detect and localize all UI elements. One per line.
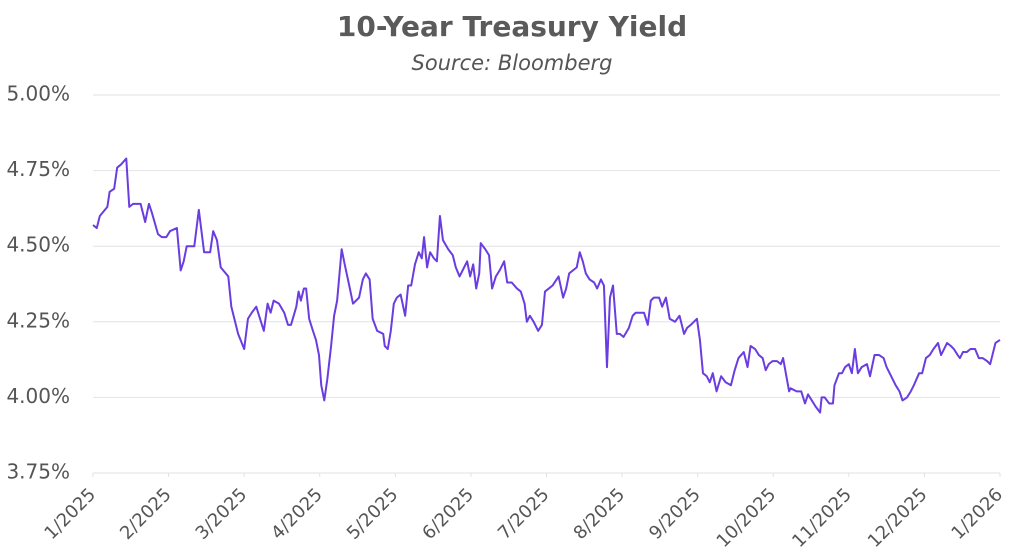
- x-tick-label: 7/2025: [494, 484, 554, 544]
- y-tick-label: 4.25%: [6, 308, 70, 332]
- x-tick-label: 8/2025: [570, 484, 630, 544]
- y-tick-label: 4.00%: [6, 384, 70, 408]
- x-tick-label: 10/2025: [713, 484, 781, 552]
- chart-subtitle: Source: Bloomberg: [412, 51, 613, 75]
- x-tick-label: 12/2025: [864, 484, 932, 552]
- x-tick-label: 11/2025: [788, 484, 856, 552]
- y-tick-label: 3.75%: [6, 460, 70, 484]
- x-tick-label: 3/2025: [192, 484, 252, 544]
- x-tick-label: 5/2025: [343, 484, 403, 544]
- x-tick-label: 2/2025: [116, 484, 176, 544]
- x-tick-label: 4/2025: [267, 484, 327, 544]
- x-tick-label: 1/2025: [40, 484, 100, 544]
- yield-line: [92, 157, 1001, 414]
- y-tick-label: 4.75%: [6, 157, 70, 181]
- x-tick-label: 6/2025: [418, 484, 478, 544]
- y-tick-label: 5.00%: [6, 82, 70, 106]
- chart-title: 10-Year Treasury Yield: [337, 10, 687, 43]
- x-tick-label: 1/2026: [947, 484, 1007, 544]
- y-tick-label: 4.50%: [6, 233, 70, 257]
- x-tick-label: 9/2025: [645, 484, 705, 544]
